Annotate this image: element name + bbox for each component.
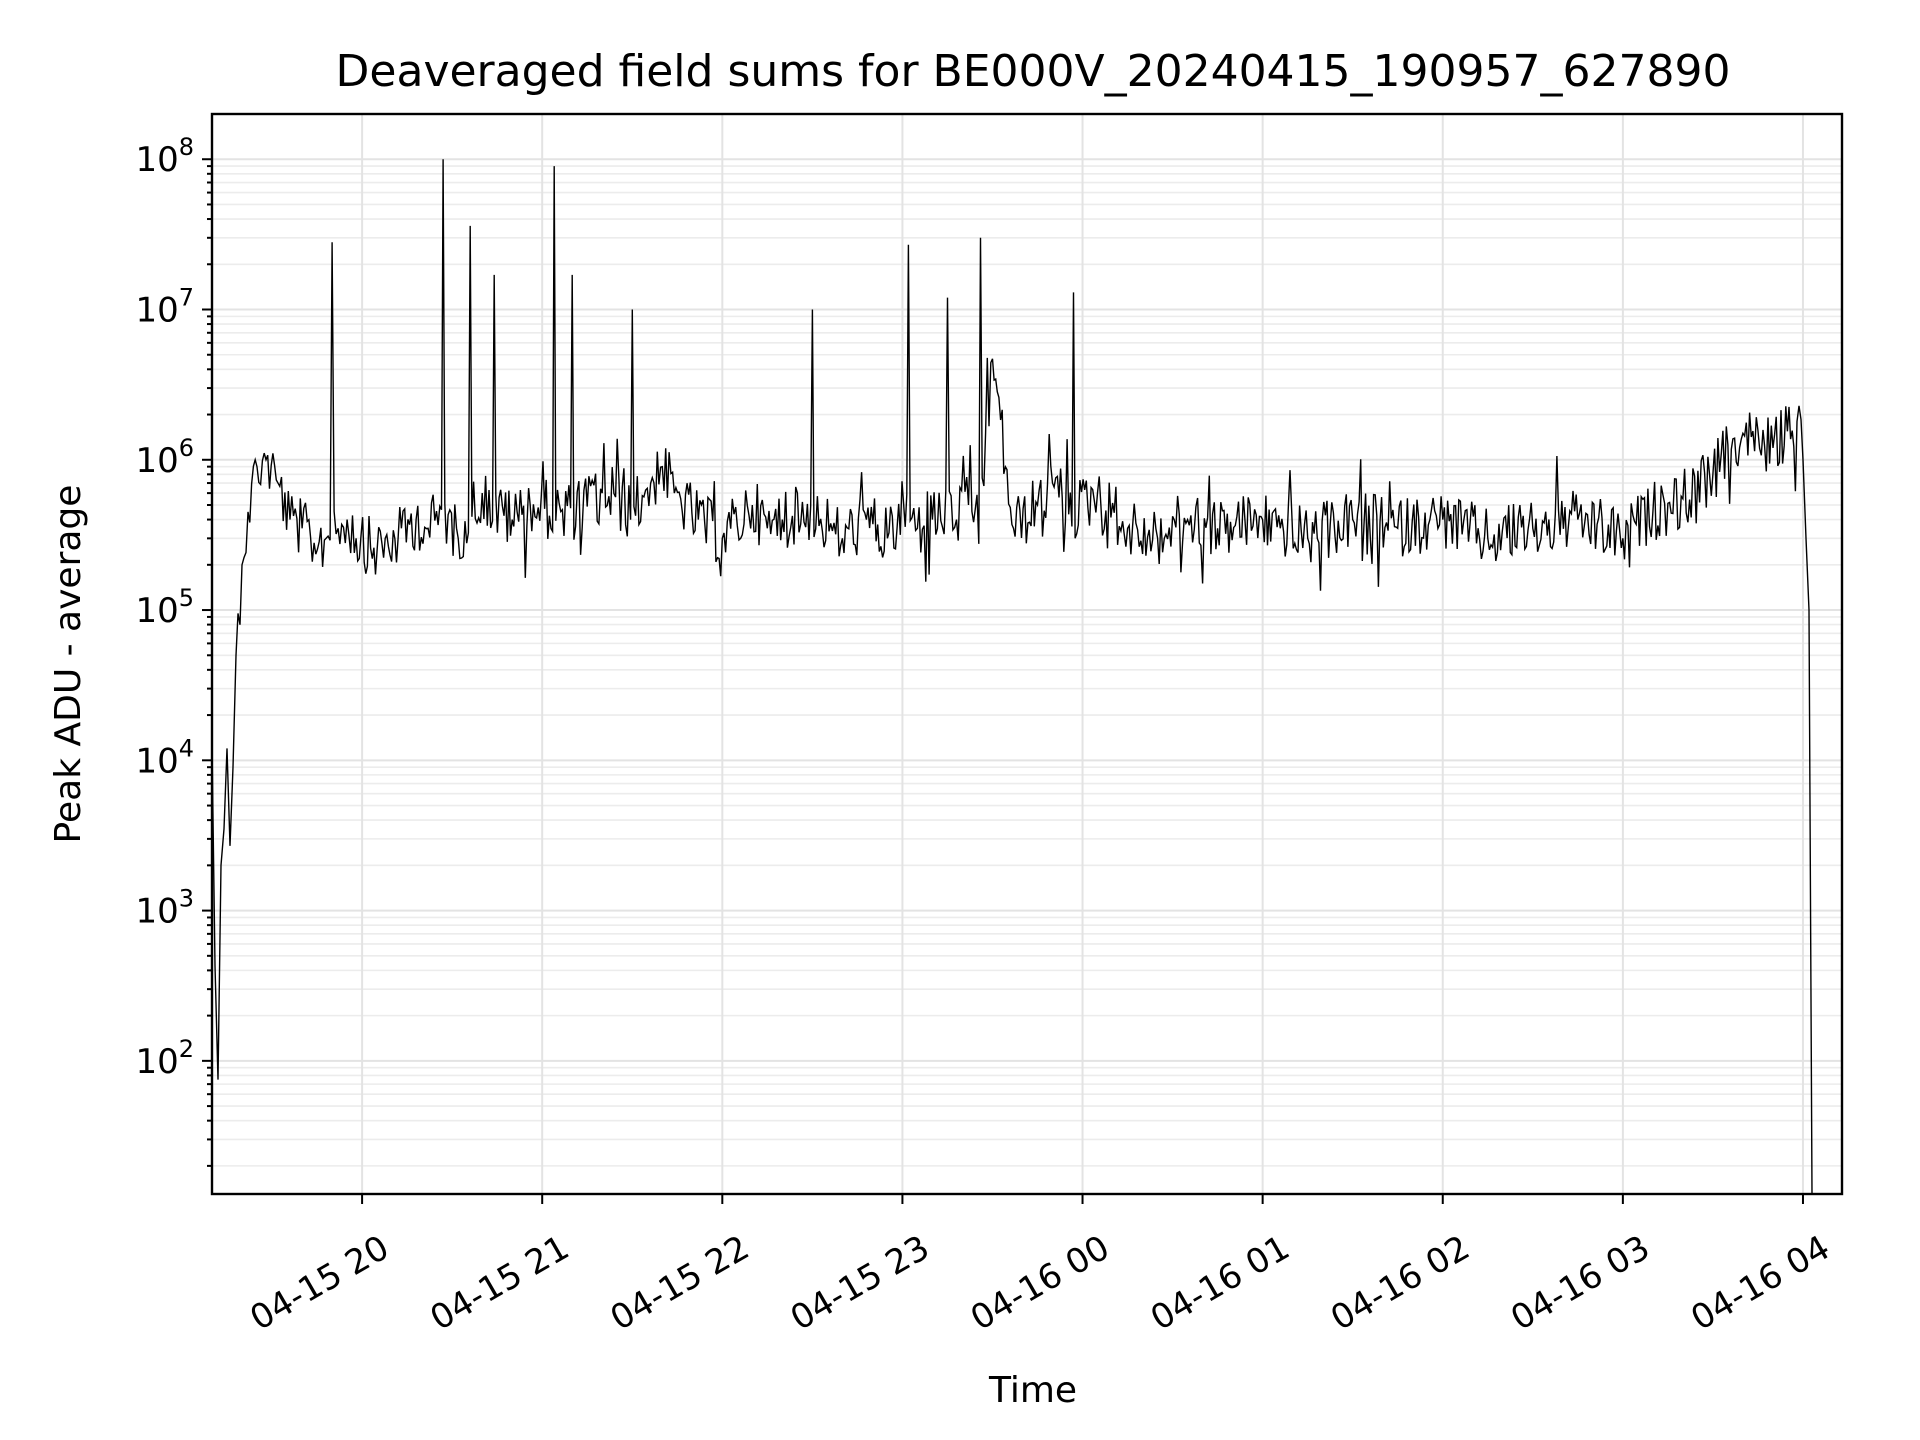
chart-title: Deaveraged field sums for BE000V_2024041… bbox=[336, 46, 1731, 97]
plot-frame bbox=[210, 112, 1844, 1196]
y-axis: 102 103 104 105 106 107 108 bbox=[135, 133, 212, 1167]
y-tick-label: 103 bbox=[135, 885, 194, 932]
y-tick-label: 108 bbox=[135, 133, 194, 180]
x-axis-label: Time bbox=[988, 1370, 1077, 1411]
series-layer bbox=[211, 159, 1813, 1195]
y-tick-label: 106 bbox=[135, 434, 194, 481]
y-tick-label: 104 bbox=[135, 734, 194, 781]
y-tick-label: 102 bbox=[135, 1035, 194, 1082]
grid bbox=[212, 114, 1842, 1194]
data-series-line bbox=[211, 159, 1813, 1195]
y-axis-label: Peak ADU - average bbox=[48, 485, 89, 844]
y-tick-label: 107 bbox=[135, 284, 194, 331]
y-tick-label: 105 bbox=[135, 584, 194, 631]
